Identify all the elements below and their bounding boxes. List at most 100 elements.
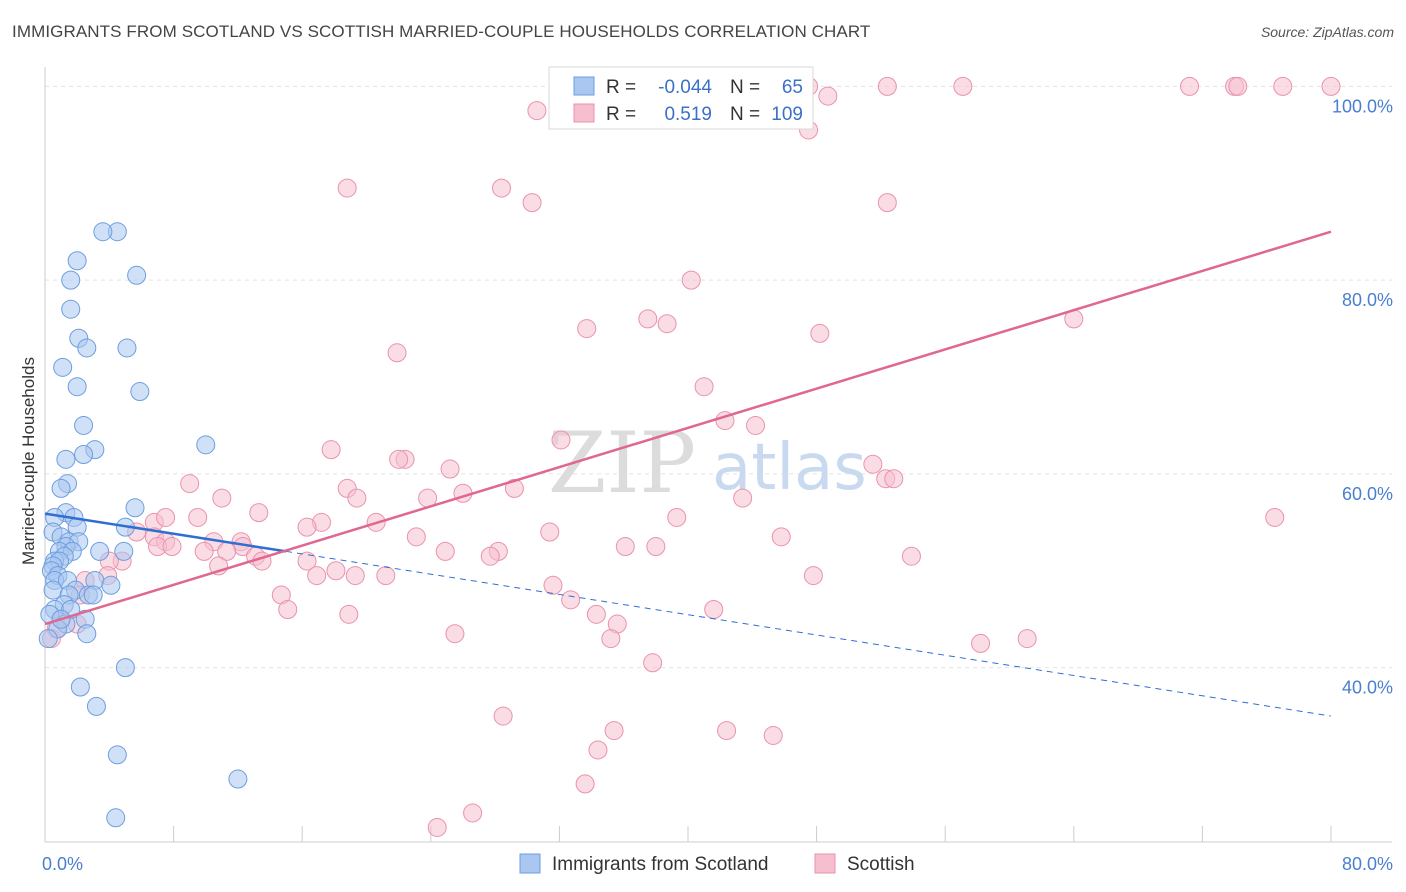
scotland-points bbox=[38, 222, 248, 828]
y-tick-label-2: 80.0% bbox=[1342, 290, 1393, 310]
scotland-trendline bbox=[44, 512, 287, 553]
scottish-point-54 bbox=[615, 537, 635, 557]
scottish-point-92 bbox=[445, 624, 465, 644]
scottish-point-2 bbox=[877, 76, 897, 96]
series-label-scottish: Scottish bbox=[847, 854, 915, 875]
scottish-point-97 bbox=[493, 706, 513, 726]
scotland-point-19 bbox=[125, 498, 145, 518]
scotland-point-12 bbox=[74, 415, 94, 435]
legend-r-value-1: -0.044 bbox=[658, 77, 712, 98]
scotland-point-10 bbox=[67, 377, 87, 397]
scottish-points bbox=[41, 76, 1341, 837]
scottish-point-93 bbox=[601, 629, 621, 649]
scottish-point-7 bbox=[1321, 76, 1341, 96]
scottish-point-69 bbox=[297, 551, 317, 571]
scotland-point-15 bbox=[74, 445, 94, 464]
scotland-point-2 bbox=[67, 251, 87, 271]
scotland-point-57 bbox=[115, 658, 135, 678]
y-axis-label: Married-couple Households bbox=[19, 357, 38, 565]
scottish-point-108 bbox=[337, 178, 357, 198]
scottish-point-37 bbox=[347, 488, 367, 508]
legend-r-label-1: R = bbox=[606, 77, 636, 98]
scotland-point-18 bbox=[51, 478, 71, 498]
scottish-point-66 bbox=[646, 537, 666, 557]
scotland-point-62 bbox=[106, 808, 126, 828]
scottish-point-63 bbox=[435, 541, 455, 561]
scottish-point-32 bbox=[180, 474, 200, 494]
scottish-point-104 bbox=[427, 817, 447, 837]
scottish-point-99 bbox=[717, 721, 737, 741]
scotland-point-13 bbox=[196, 435, 216, 455]
scotland-point-4 bbox=[61, 270, 81, 290]
scottish-point-95 bbox=[1017, 629, 1037, 649]
series-legend: Immigrants from Scotland Scottish bbox=[519, 853, 915, 875]
legend-swatch-blue bbox=[573, 76, 595, 96]
scottish-point-34 bbox=[504, 478, 524, 498]
scottish-point-47 bbox=[297, 517, 317, 537]
scottish-point-6 bbox=[1273, 76, 1293, 96]
scottish-point-42 bbox=[188, 507, 208, 527]
scottish-point-65 bbox=[480, 546, 500, 566]
scottish-point-94 bbox=[971, 633, 991, 653]
scottish-point-80 bbox=[543, 575, 563, 595]
scotland-point-44 bbox=[43, 580, 63, 600]
legend-swatch-pink bbox=[573, 103, 595, 123]
x-tick-label-1: 80.0% bbox=[1342, 854, 1393, 874]
scotland-point-33 bbox=[114, 541, 134, 561]
scotland-point-11 bbox=[130, 382, 150, 402]
trendlines bbox=[44, 230, 1332, 717]
scottish-point-3 bbox=[953, 76, 973, 96]
scottish-point-87 bbox=[704, 600, 724, 619]
scottish-point-25 bbox=[551, 430, 571, 450]
legend-n-label-1: N = bbox=[730, 77, 760, 98]
scottish-trendline bbox=[44, 230, 1332, 626]
scottish-point-74 bbox=[307, 566, 327, 586]
scottish-point-13 bbox=[522, 193, 542, 213]
scottish-point-17 bbox=[638, 309, 658, 329]
scotland-point-58 bbox=[70, 677, 90, 697]
chart-title: IMMIGRANTS FROM SCOTLAND VS SCOTTISH MAR… bbox=[12, 22, 871, 41]
scottish-point-19 bbox=[577, 319, 597, 339]
scottish-point-105 bbox=[1265, 507, 1285, 527]
scotland-point-43 bbox=[101, 575, 121, 595]
scottish-point-55 bbox=[771, 527, 791, 547]
scotland-trendline-dashed bbox=[286, 550, 1332, 717]
scotland-point-56 bbox=[77, 624, 97, 644]
scotland-point-59 bbox=[86, 696, 106, 716]
scottish-point-61 bbox=[194, 541, 214, 561]
scottish-point-84 bbox=[278, 600, 298, 619]
x-tick-labels: 0.0% 80.0% bbox=[42, 854, 1393, 874]
scotland-point-60 bbox=[107, 745, 127, 765]
scottish-point-67 bbox=[901, 546, 921, 566]
legend-n-value-2: 109 bbox=[771, 104, 803, 125]
scottish-point-18 bbox=[657, 314, 677, 334]
gridlines bbox=[45, 85, 1392, 669]
scottish-point-21 bbox=[387, 343, 407, 363]
source-credit: Source: ZipAtlas.com bbox=[1260, 24, 1394, 40]
scottish-point-49 bbox=[540, 522, 560, 542]
scottish-point-26 bbox=[321, 440, 341, 460]
scottish-point-100 bbox=[763, 725, 783, 745]
scottish-point-29 bbox=[440, 459, 460, 479]
scottish-point-101 bbox=[588, 740, 608, 760]
scottish-point-98 bbox=[604, 721, 624, 741]
scottish-point-39 bbox=[733, 488, 753, 508]
scotland-point-61 bbox=[228, 769, 248, 789]
scottish-point-4 bbox=[1180, 76, 1200, 96]
scottish-point-46 bbox=[156, 507, 176, 527]
scottish-point-102 bbox=[575, 774, 595, 794]
scottish-point-14 bbox=[877, 193, 897, 213]
scottish-point-103 bbox=[463, 803, 483, 823]
scotland-point-16 bbox=[56, 449, 76, 469]
scottish-point-9 bbox=[818, 86, 838, 106]
x-tick-label-0: 0.0% bbox=[42, 854, 83, 874]
series-swatch-scottish bbox=[814, 853, 836, 874]
series-swatch-scotland bbox=[519, 853, 541, 874]
scotland-point-47 bbox=[83, 585, 103, 605]
scottish-point-22 bbox=[694, 377, 714, 397]
scottish-point-73 bbox=[326, 561, 346, 581]
scottish-point-20 bbox=[810, 323, 830, 343]
legend-r-label-2: R = bbox=[606, 104, 636, 125]
scotland-point-7 bbox=[77, 338, 97, 358]
